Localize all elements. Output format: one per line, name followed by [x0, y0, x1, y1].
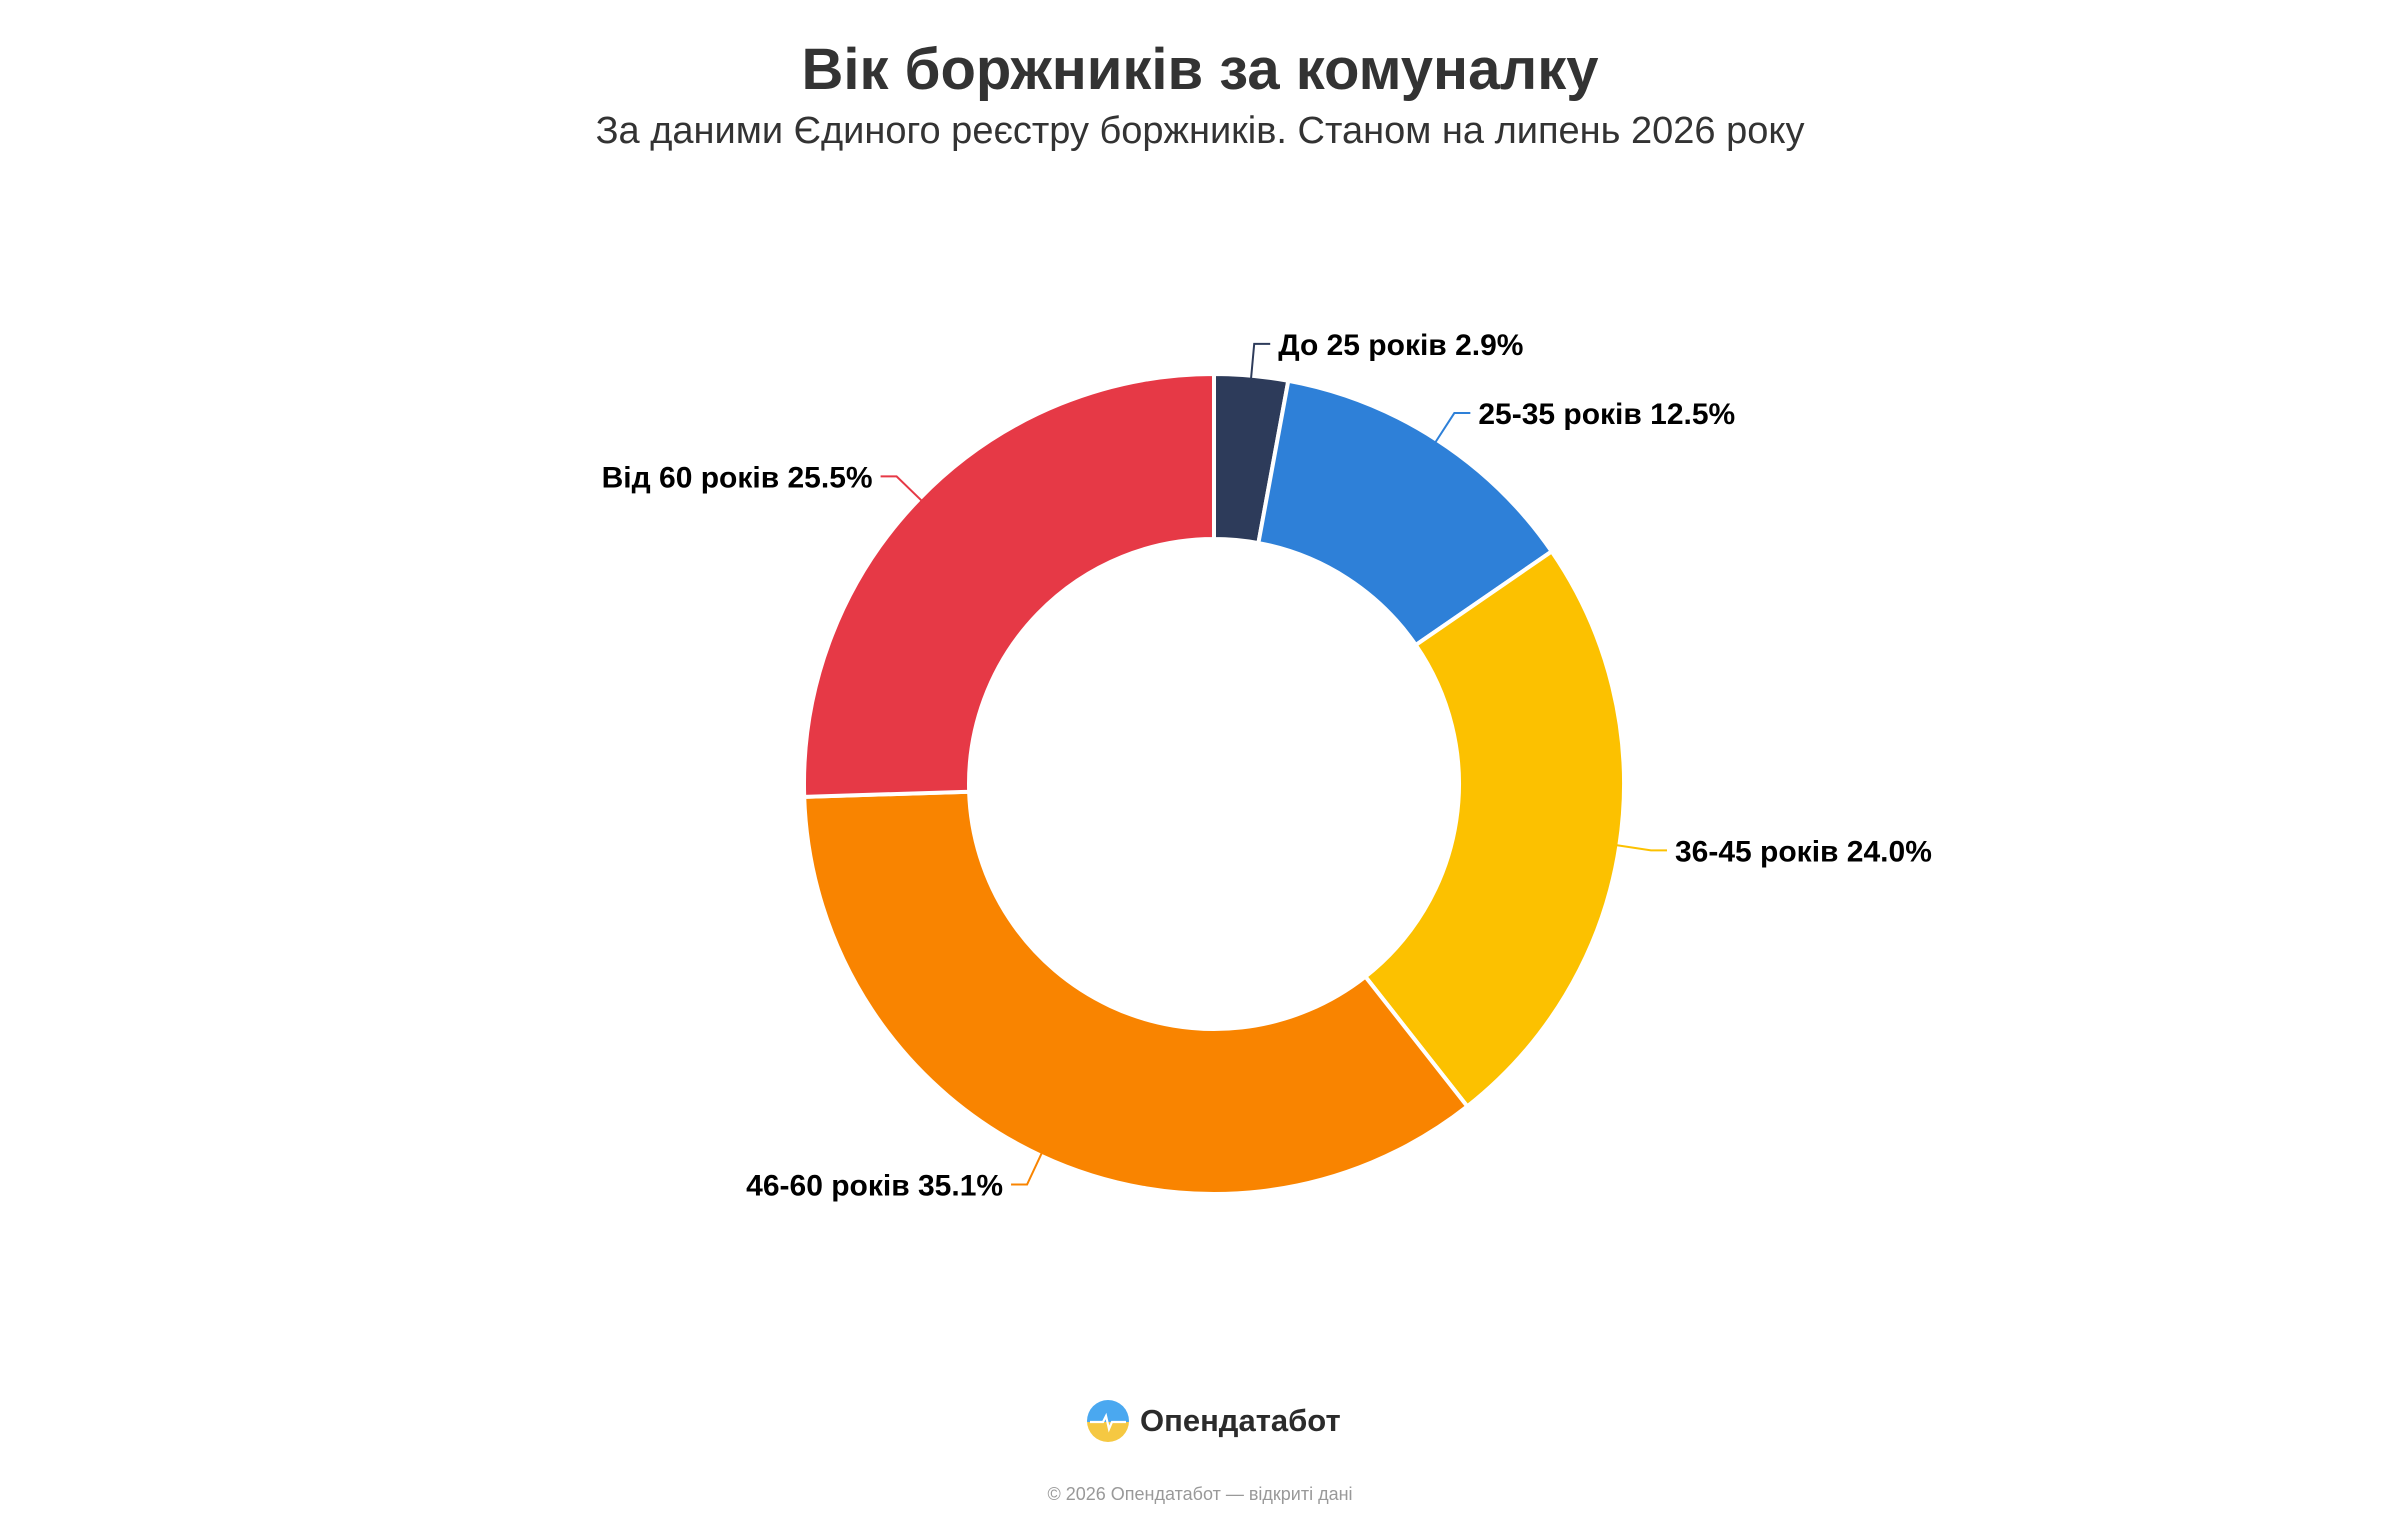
slices-layer [802, 372, 1626, 1196]
footer-note: © 2026 Опендатабот — відкриті дані [1047, 1484, 1353, 1504]
leader-line-25-35-років [1433, 412, 1471, 444]
chart-subtitle: За даними Єдиного реєстру боржників. Ста… [595, 110, 1805, 152]
slice-36-45-років [1363, 549, 1626, 1109]
leader-line-від-60-років [880, 475, 924, 503]
slice-label-25-35-років: 25-35 років 12.5% [1478, 398, 1735, 431]
chart-title: Вік боржників за комуналку [801, 37, 1599, 102]
brand: Опендатабот [1086, 1397, 1341, 1445]
slice-label-46-60-років: 46-60 років 35.1% [746, 1170, 1003, 1203]
leader-line-36-45-років [1615, 844, 1667, 852]
slice-label-36-45-років: 36-45 років 24.0% [1675, 835, 1932, 868]
slice-від-60-років [802, 372, 1216, 799]
labels-layer: До 25 років 2.9% 25-35 років 12.5% 36-45 р… [602, 329, 1932, 1203]
leader-line-46-60-років [1011, 1151, 1044, 1186]
slice-label-від-60-років: Від 60 років 25.5% [602, 461, 873, 494]
slice-25-35-років [1256, 378, 1554, 648]
opendatabot-logo-icon [1087, 1400, 1129, 1442]
slice-label-до-25-років: До 25 років 2.9% [1278, 329, 1523, 362]
slice-46-60-років [802, 789, 1470, 1196]
leader-line-до-25-років [1249, 342, 1271, 380]
brand-name: Опендатабот [1140, 1403, 1341, 1438]
